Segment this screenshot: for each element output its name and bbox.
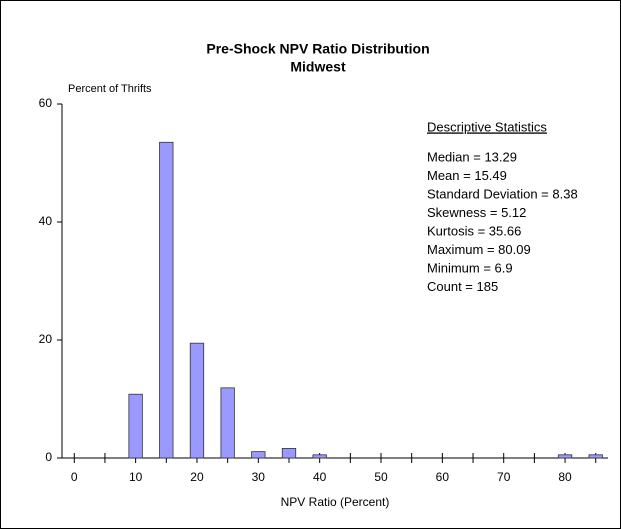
bar bbox=[251, 451, 266, 459]
bar bbox=[557, 454, 573, 459]
stat-line: Mean = 15.49 bbox=[427, 168, 507, 183]
y-tick-label: 60 bbox=[39, 96, 53, 110]
stat-line: Median = 13.29 bbox=[427, 149, 517, 164]
stat-line: Minimum = 6.9 bbox=[427, 260, 513, 275]
x-tick-label: 10 bbox=[129, 470, 143, 484]
x-tick-label: 60 bbox=[436, 470, 450, 484]
x-tick-label: 80 bbox=[558, 470, 572, 484]
x-tick-label: 70 bbox=[497, 470, 511, 484]
stat-line: Count = 185 bbox=[427, 279, 498, 294]
x-tick-label: 0 bbox=[71, 470, 78, 484]
x-tick-label: 40 bbox=[313, 470, 327, 484]
bar bbox=[281, 448, 297, 459]
y-tick-label: 20 bbox=[39, 332, 53, 346]
stat-line: Skewness = 5.12 bbox=[427, 205, 526, 220]
y-tick-label: 0 bbox=[45, 450, 52, 464]
bar bbox=[312, 454, 327, 459]
stats-heading: Descriptive Statistics bbox=[427, 119, 547, 134]
chart-subtitle: Midwest bbox=[290, 59, 346, 75]
y-tick-label: 40 bbox=[39, 214, 53, 228]
bar bbox=[189, 342, 205, 459]
x-tick-label: 30 bbox=[252, 470, 266, 484]
chart-title: Pre-Shock NPV Ratio Distribution bbox=[206, 41, 429, 57]
stat-line: Maximum = 80.09 bbox=[427, 242, 531, 257]
bar bbox=[220, 387, 235, 459]
x-tick-label: 50 bbox=[374, 470, 388, 484]
stat-line: Kurtosis = 35.66 bbox=[427, 223, 521, 238]
bar bbox=[588, 454, 603, 459]
stat-line: Standard Deviation = 8.38 bbox=[427, 186, 578, 201]
y-axis-label: Percent of Thrifts bbox=[68, 83, 152, 95]
x-axis-label: NPV Ratio (Percent) bbox=[281, 495, 390, 509]
x-tick-label: 20 bbox=[190, 470, 204, 484]
bar bbox=[128, 393, 143, 459]
bar bbox=[159, 141, 174, 459]
